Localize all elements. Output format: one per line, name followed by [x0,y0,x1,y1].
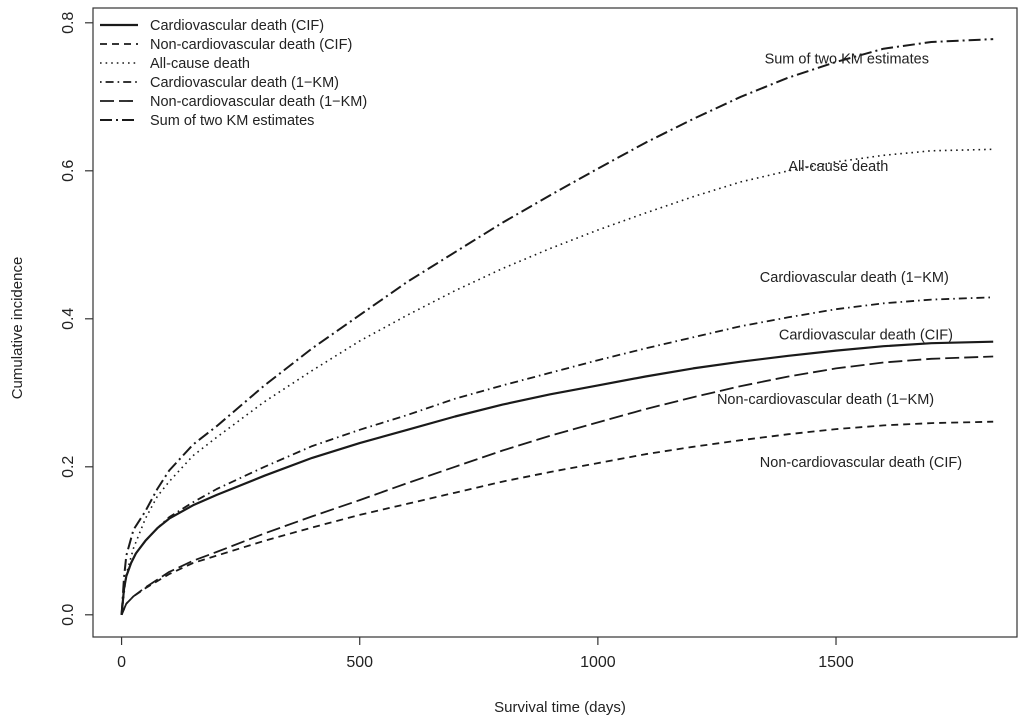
legend-label-4: Cardiovascular death (1−KM) [150,75,339,91]
plot-area [92,7,1018,638]
plot-frame [92,7,1018,638]
y-tick-label: 0.8 [60,12,77,34]
series-line-1 [120,340,994,615]
axes: Cumulative incidence Survival time (days… [9,12,854,716]
y-tick-label: 0.2 [60,456,77,478]
legend-label-6: Sum of two KM estimates [150,113,314,129]
series-annotation-1: Cardiovascular death (CIF) [779,328,953,344]
legend: Cardiovascular death (CIF) Non-cardiovasc… [100,18,367,129]
y-tick-label: 0.6 [60,160,77,182]
y-tick-label: 0.4 [60,308,77,330]
x-tick-label: 500 [346,654,373,671]
x-tick-label: 0 [117,654,126,671]
legend-label-5: Non-cardiovascular death (1−KM) [150,94,367,110]
legend-label-1: Cardiovascular death (CIF) [150,18,324,34]
series-annotation-6: Sum of two KM estimates [765,52,929,68]
series-annotation-2: Non-cardiovascular death (CIF) [760,455,962,471]
series-line-2 [120,420,994,616]
x-tick-label: 1500 [818,654,854,671]
series-layer [120,38,994,616]
legend-label-3: All-cause death [150,56,250,72]
x-tick-label: 1000 [580,654,616,671]
series-line-3 [120,148,994,615]
series-line-5 [120,355,994,616]
series-annotation-5: Non-cardiovascular death (1−KM) [717,392,934,408]
annotation-layer: Cardiovascular death (CIF) Non-cardiovasc… [717,52,962,471]
y-axis-label: Cumulative incidence [9,257,26,400]
series-line-4 [120,296,994,615]
x-axis-label: Survival time (days) [494,699,626,716]
series-annotation-3: All-cause death [788,159,888,175]
legend-label-2: Non-cardiovascular death (CIF) [150,37,352,53]
series-annotation-4: Cardiovascular death (1−KM) [760,270,949,286]
y-tick-label: 0.0 [60,604,77,626]
